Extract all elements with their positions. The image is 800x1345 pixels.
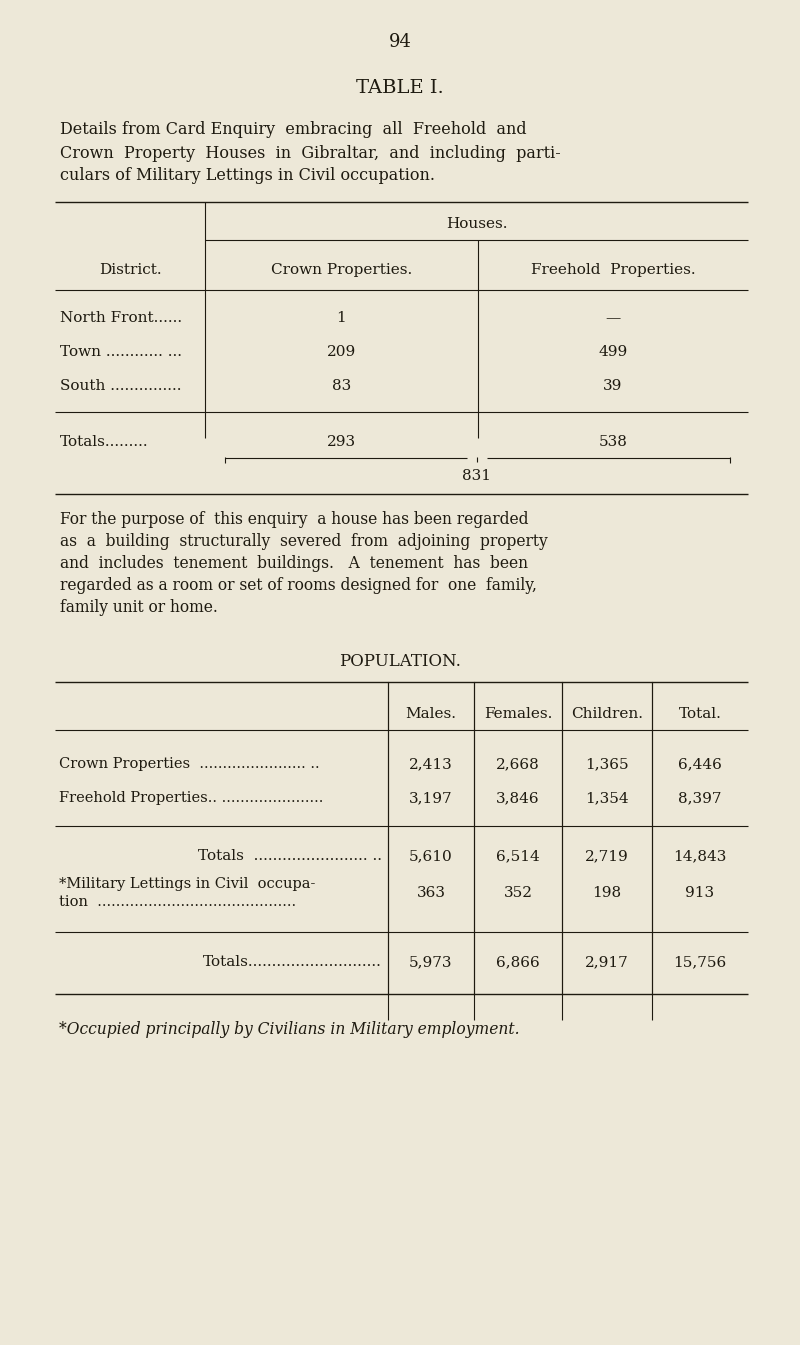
Text: 6,446: 6,446: [678, 757, 722, 771]
Text: 6,866: 6,866: [496, 955, 540, 968]
Text: Details from Card Enquiry  embracing  all  Freehold  and: Details from Card Enquiry embracing all …: [60, 121, 526, 139]
Text: Totals............................: Totals............................: [203, 955, 382, 968]
Text: Crown Properties  ....................... ..: Crown Properties .......................…: [59, 757, 320, 771]
Text: 2,917: 2,917: [585, 955, 629, 968]
Text: POPULATION.: POPULATION.: [339, 654, 461, 671]
Text: 499: 499: [598, 346, 628, 359]
Text: and  includes  tenement  buildings.   A  tenement  has  been: and includes tenement buildings. A tenem…: [60, 555, 528, 573]
Text: Town ............ ...: Town ............ ...: [60, 346, 182, 359]
Text: *Military Lettings in Civil  occupa-: *Military Lettings in Civil occupa-: [59, 877, 315, 890]
Text: 831: 831: [462, 469, 491, 483]
Text: 2,719: 2,719: [585, 849, 629, 863]
Text: 1: 1: [337, 311, 346, 325]
Text: District.: District.: [98, 264, 162, 277]
Text: 2,668: 2,668: [496, 757, 540, 771]
Text: culars of Military Lettings in Civil occupation.: culars of Military Lettings in Civil occ…: [60, 168, 435, 184]
Text: Crown Properties.: Crown Properties.: [271, 264, 412, 277]
Text: Houses.: Houses.: [446, 217, 507, 231]
Text: TABLE I.: TABLE I.: [356, 79, 444, 97]
Text: 6,514: 6,514: [496, 849, 540, 863]
Text: 2,413: 2,413: [409, 757, 453, 771]
Text: 5,610: 5,610: [409, 849, 453, 863]
Text: 39: 39: [603, 379, 622, 393]
Text: 15,756: 15,756: [674, 955, 726, 968]
Text: Females.: Females.: [484, 707, 552, 721]
Text: Totals  ........................ ..: Totals ........................ ..: [198, 849, 382, 863]
Text: 209: 209: [327, 346, 356, 359]
Text: as  a  building  structurally  severed  from  adjoining  property: as a building structurally severed from …: [60, 534, 548, 550]
Text: For the purpose of  this enquiry  a house has been regarded: For the purpose of this enquiry a house …: [60, 511, 529, 529]
Text: 1,365: 1,365: [585, 757, 629, 771]
Text: Children.: Children.: [571, 707, 643, 721]
Text: 538: 538: [598, 434, 627, 449]
Text: 363: 363: [417, 886, 446, 900]
Text: family unit or home.: family unit or home.: [60, 600, 218, 616]
Text: Totals.........: Totals.........: [60, 434, 149, 449]
Text: —: —: [606, 311, 621, 325]
Text: Freehold  Properties.: Freehold Properties.: [530, 264, 695, 277]
Text: 198: 198: [593, 886, 622, 900]
Text: South ...............: South ...............: [60, 379, 182, 393]
Text: Freehold Properties.. ......................: Freehold Properties.. ..................…: [59, 791, 323, 806]
Text: Males.: Males.: [406, 707, 457, 721]
Text: 3,846: 3,846: [496, 791, 540, 806]
Text: Crown  Property  Houses  in  Gibraltar,  and  including  parti-: Crown Property Houses in Gibraltar, and …: [60, 144, 561, 161]
Text: 3,197: 3,197: [409, 791, 453, 806]
Text: tion  ...........................................: tion ...................................…: [59, 894, 296, 909]
Text: regarded as a room or set of rooms designed for  one  family,: regarded as a room or set of rooms desig…: [60, 577, 537, 594]
Text: 5,973: 5,973: [410, 955, 453, 968]
Text: 83: 83: [332, 379, 351, 393]
Text: North Front......: North Front......: [60, 311, 182, 325]
Text: 913: 913: [686, 886, 714, 900]
Text: 1,354: 1,354: [585, 791, 629, 806]
Text: 14,843: 14,843: [674, 849, 726, 863]
Text: 293: 293: [327, 434, 356, 449]
Text: *Occupied principally by Civilians in Military employment.: *Occupied principally by Civilians in Mi…: [59, 1021, 519, 1037]
Text: 8,397: 8,397: [678, 791, 722, 806]
Text: 352: 352: [503, 886, 533, 900]
Text: Total.: Total.: [678, 707, 722, 721]
Text: 94: 94: [389, 34, 411, 51]
